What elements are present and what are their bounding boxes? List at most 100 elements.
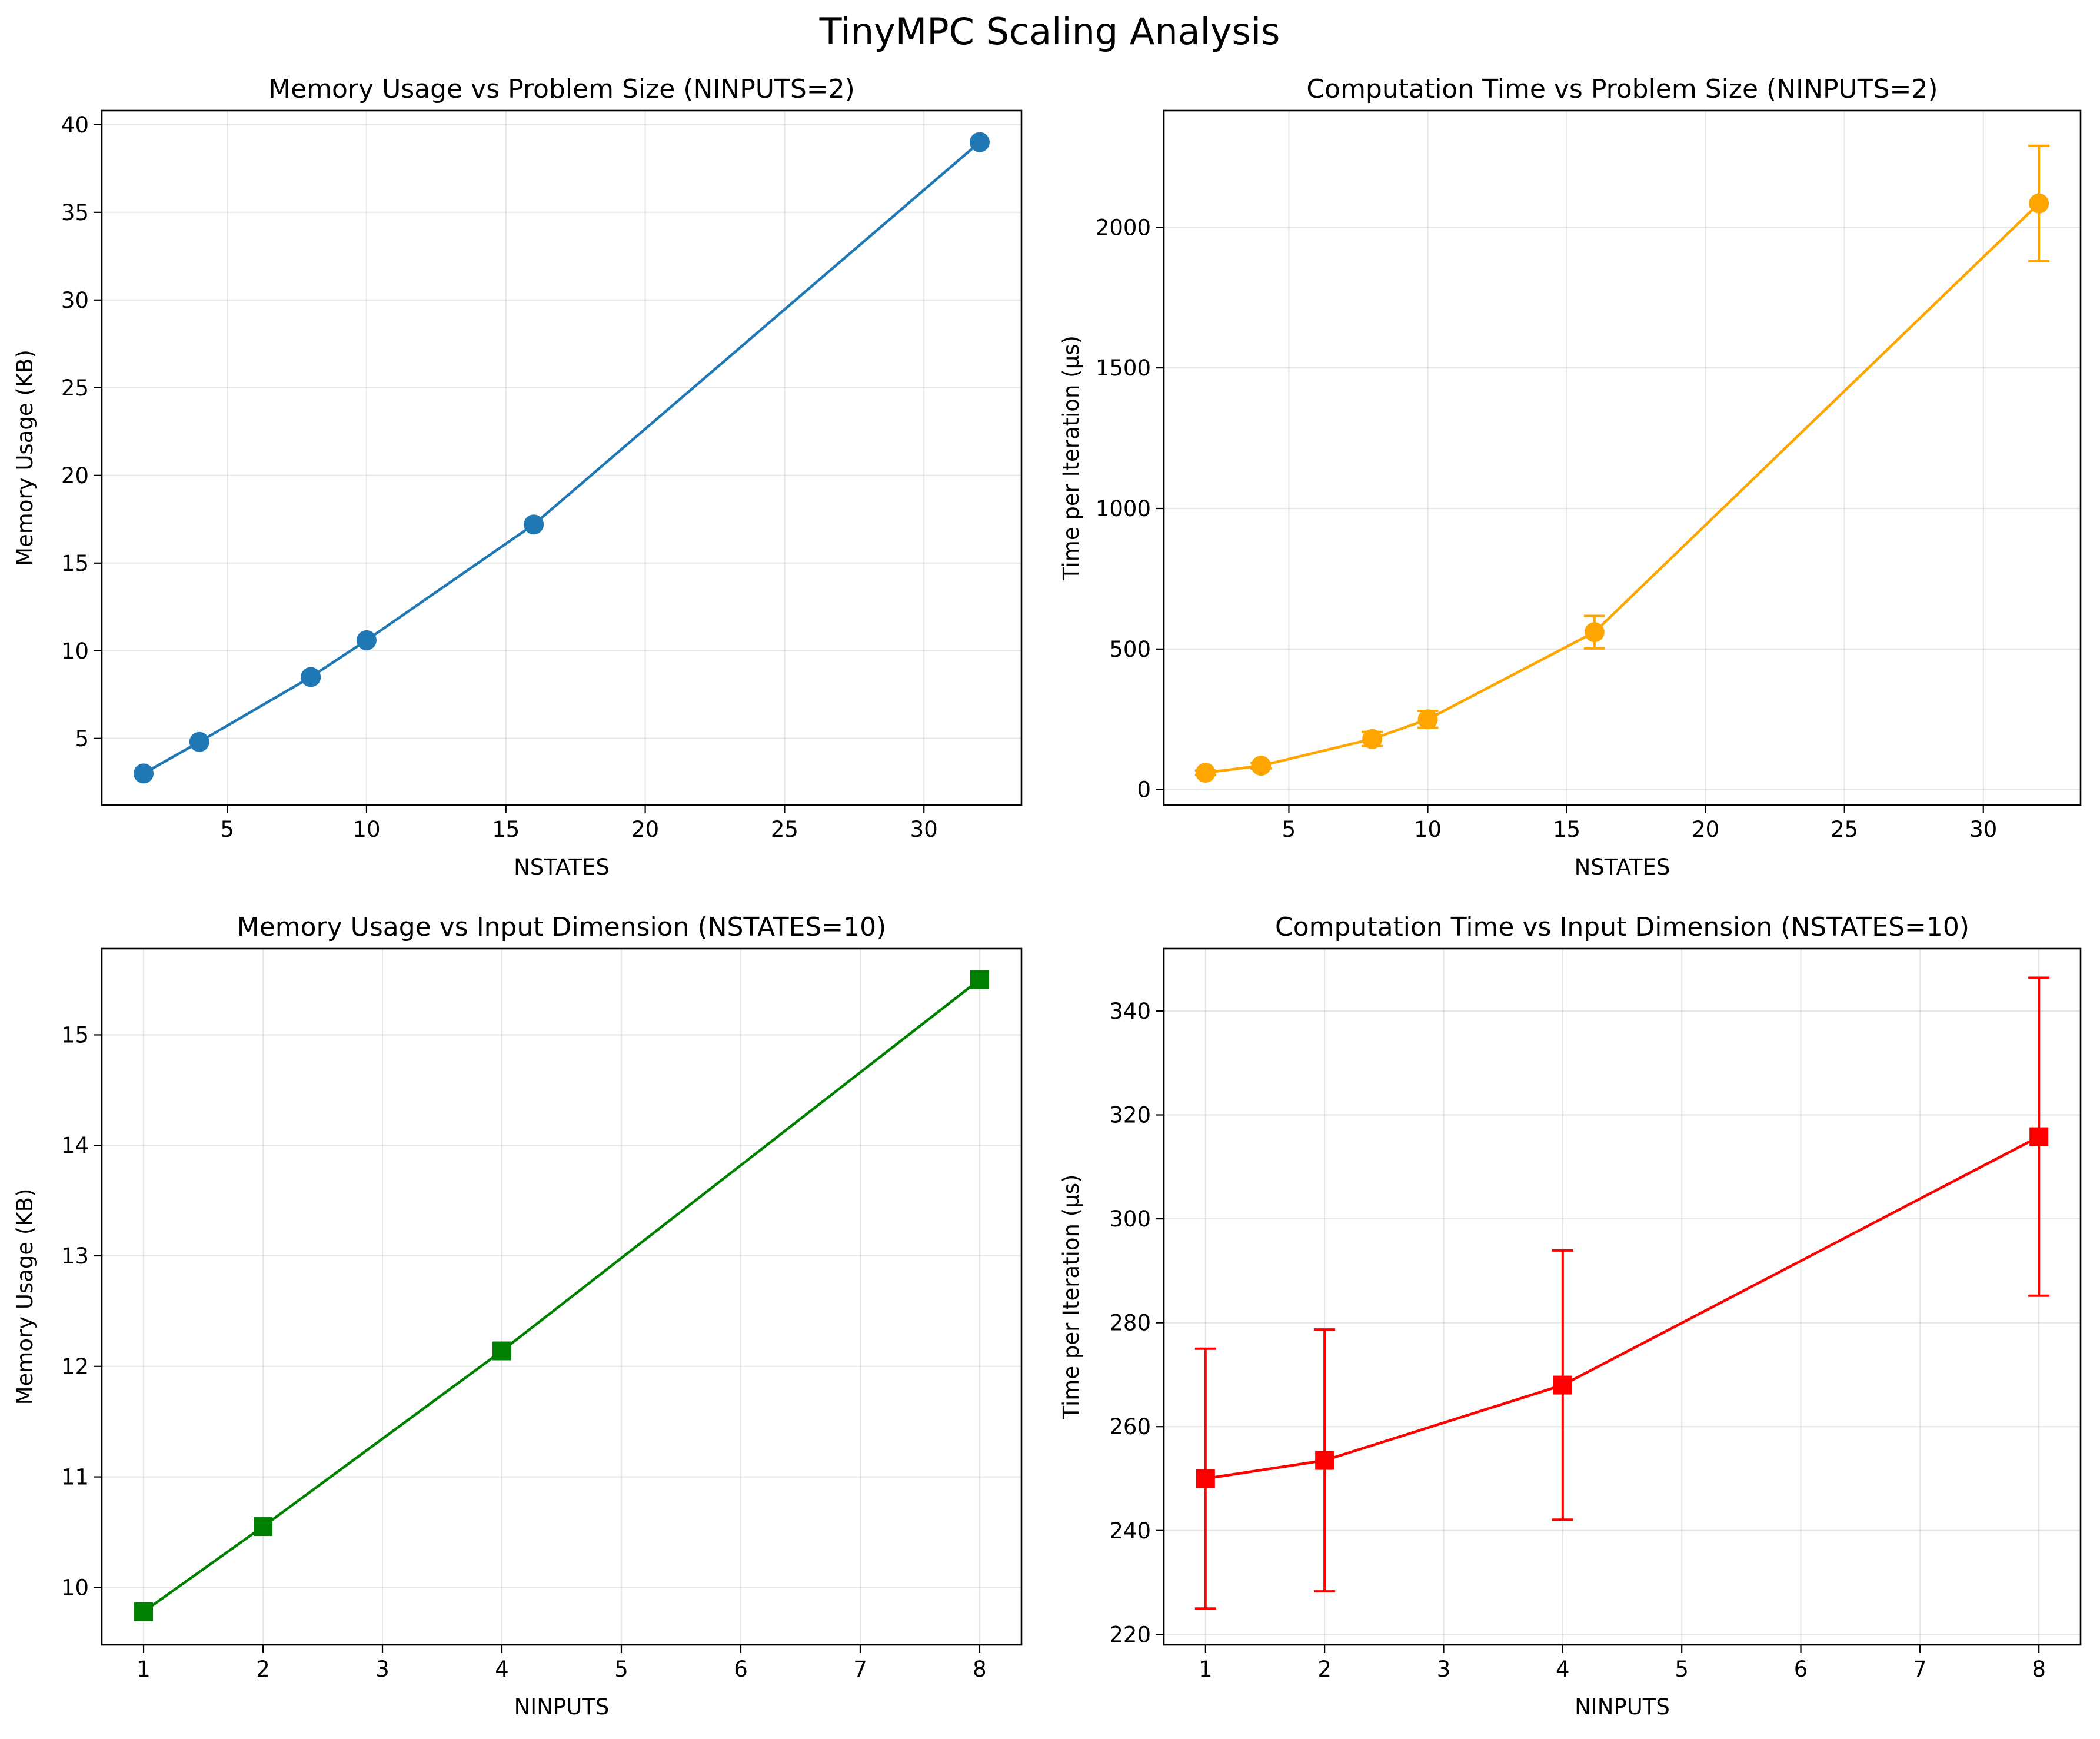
x-tick-label: 20 [1692,817,1719,842]
data-point [1251,756,1272,776]
x-tick-label: 10 [352,817,380,842]
y-tick-label: 260 [1109,1414,1151,1439]
x-tick-label: 5 [614,1657,628,1682]
y-tick-label: 12 [61,1354,89,1379]
x-axis-label: NSTATES [1575,854,1670,880]
data-point [1195,763,1216,783]
x-tick-label: 25 [1831,817,1858,842]
data-point [189,731,209,752]
y-tick-label: 15 [61,1022,89,1048]
figure-suptitle: TinyMPC Scaling Analysis [819,10,1280,53]
x-tick-label: 8 [973,1657,987,1682]
y-tick-label: 340 [1109,999,1151,1024]
y-tick-label: 10 [61,639,89,664]
x-axis-label: NSTATES [514,854,610,880]
series-line [142,978,981,1613]
y-axis-label: Time per Iteration (μs) [1059,335,1084,581]
x-tick-label: 2 [256,1657,270,1682]
axes-frame [1163,947,2082,1646]
data-point [1553,1375,1572,1395]
x-tick-label: 3 [375,1657,390,1682]
x-tick-label: 6 [734,1657,748,1682]
y-tick-label: 220 [1109,1622,1151,1647]
x-tick-label: 20 [631,817,659,842]
x-tick-label: 15 [1553,817,1580,842]
y-tick-label: 320 [1109,1103,1151,1128]
y-tick-label: 25 [61,375,89,401]
data-point [134,1602,154,1621]
y-tick-label: 500 [1109,637,1151,662]
x-tick-label: 5 [1282,817,1296,842]
chart-title: Memory Usage vs Problem Size (NINPUTS=2) [268,74,855,104]
data-point [1417,709,1438,730]
x-tick-label: 4 [1556,1657,1570,1682]
y-tick-label: 13 [61,1243,89,1269]
data-point [1196,1469,1215,1488]
y-tick-label: 280 [1109,1311,1151,1336]
chart-title: Memory Usage vs Input Dimension (NSTATES… [237,912,887,942]
x-tick-label: 6 [1794,1657,1808,1682]
y-tick-label: 0 [1137,777,1151,803]
x-tick-label: 25 [771,817,798,842]
data-point [356,630,377,650]
y-tick-label: 35 [61,200,89,225]
x-tick-label: 8 [2032,1657,2046,1682]
y-axis-label: Time per Iteration (μs) [1059,1175,1084,1420]
y-tick-label: 10 [61,1575,89,1600]
y-tick-label: 2000 [1096,215,1151,240]
x-tick-label: 30 [910,817,938,842]
axes-frame [101,947,1023,1646]
series-line [1205,1135,2040,1480]
y-tick-label: 15 [61,551,89,576]
x-tick-label: 15 [492,817,520,842]
axes-frame [1163,109,2082,806]
x-tick-label: 4 [495,1657,509,1682]
x-tick-label: 7 [853,1657,867,1682]
x-tick-label: 30 [1969,817,1997,842]
y-tick-label: 14 [61,1133,89,1158]
chart-panel-0: 5 10 15 20 25 30 5 10 15 20 25 30 35 40 Memory Usage v… [12,74,1023,880]
y-tick-label: 5 [75,726,89,752]
data-point [2029,1127,2049,1146]
y-tick-label: 1000 [1096,496,1151,521]
y-tick-label: 11 [61,1465,89,1490]
data-point [492,1341,512,1361]
data-point [1362,729,1383,749]
chart-title: Computation Time vs Input Dimension (NST… [1275,912,1969,942]
data-point [254,1517,273,1537]
data-point [1315,1451,1334,1470]
chart-title: Computation Time vs Problem Size (NINPUT… [1306,74,1938,104]
data-point [2029,193,2049,214]
axes-frame [101,109,1023,806]
y-tick-label: 1500 [1096,355,1151,381]
y-tick-label: 240 [1109,1518,1151,1544]
data-point [1584,622,1605,643]
y-axis-label: Memory Usage (KB) [12,350,38,566]
data-point [969,132,990,152]
x-tick-label: 5 [220,817,234,842]
chart-panel-3: 1 2 3 4 5 6 7 8 220 240 260 280 300 320 340 Computation… [1059,912,2082,1720]
x-axis-label: NINPUTS [514,1694,610,1720]
x-tick-label: 7 [1913,1657,1927,1682]
x-axis-label: NINPUTS [1575,1694,1670,1720]
y-tick-label: 30 [61,288,89,313]
series-line [142,141,981,775]
y-tick-label: 300 [1109,1206,1151,1232]
y-tick-label: 20 [61,463,89,488]
x-tick-label: 5 [1675,1657,1689,1682]
y-tick-label: 40 [61,112,89,138]
data-point [301,667,321,687]
x-tick-label: 2 [1317,1657,1332,1682]
y-axis-label: Memory Usage (KB) [12,1189,38,1405]
data-point [524,514,544,535]
x-tick-label: 1 [1199,1657,1213,1682]
data-point [970,970,989,989]
x-tick-label: 10 [1414,817,1442,842]
chart-panel-1: 5 10 15 20 25 30 0 500 1000 1500 2000 Computation T… [1059,74,2082,880]
data-point [134,763,154,784]
x-tick-label: 1 [137,1657,151,1682]
x-tick-label: 3 [1437,1657,1451,1682]
